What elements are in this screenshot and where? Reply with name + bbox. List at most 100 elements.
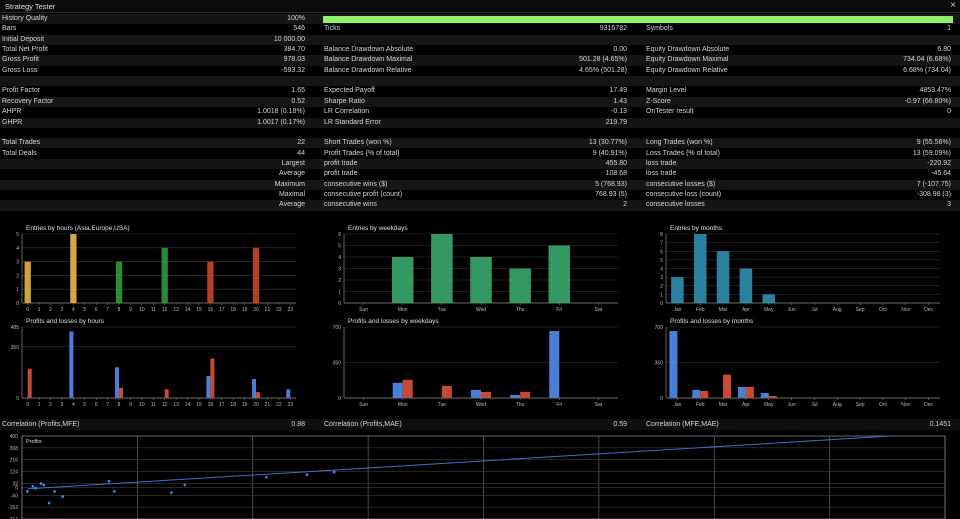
y-tick-label: 5 bbox=[16, 232, 19, 238]
x-tick-label: 16 bbox=[208, 307, 214, 313]
y-tick-label: 0 bbox=[16, 396, 19, 402]
stat-value: 1 bbox=[947, 25, 951, 33]
x-tick-label: Thu bbox=[516, 307, 525, 313]
stat-value: 384.70 bbox=[283, 46, 305, 54]
stat-label: LR Correlation bbox=[324, 108, 370, 116]
y-tick-label: 124 bbox=[10, 470, 19, 476]
stat-label: Profit Factor bbox=[2, 87, 41, 95]
stats-row: consecutive wins ($) 5 (768.93) consecutiv… bbox=[0, 179, 960, 190]
x-tick-label: Thu bbox=[516, 402, 525, 408]
stat-label: Equity Drawdown Relative bbox=[646, 66, 728, 74]
x-tick-label: Jan bbox=[673, 402, 681, 408]
stat-row-label: Largest bbox=[281, 159, 305, 167]
stat-label: Equity Drawdown Absolute bbox=[646, 46, 730, 54]
chart-svg: 0 350 700 Jan Feb Mar Apr May Jun Jul Aug Sep Oct Nov… bbox=[655, 325, 940, 408]
bar-losses bbox=[723, 374, 732, 398]
stats-row: profit trade 455.80 loss trade -220.92 Large… bbox=[0, 158, 960, 170]
stat-value: -593.32 bbox=[281, 66, 305, 74]
stats-row: History Quality 100% bbox=[0, 14, 960, 25]
x-tick-label: 10 bbox=[139, 402, 145, 408]
y-tick-label: 7 bbox=[660, 241, 663, 247]
x-tick-label: Aug bbox=[833, 402, 842, 408]
y-tick-label: -60 bbox=[11, 493, 18, 499]
bar-profits bbox=[69, 331, 74, 398]
stat-value: 501.28 (4.65%) bbox=[579, 56, 627, 64]
x-tick-label: Mar bbox=[719, 402, 728, 408]
stats-row: AHPR 1.0018 (0.18%) LR Correlation -0.13 OnT… bbox=[0, 107, 960, 117]
bar bbox=[693, 234, 707, 303]
x-tick-label: 21 bbox=[265, 402, 271, 408]
bar-profits bbox=[206, 376, 211, 398]
x-tick-label: 0 bbox=[26, 307, 29, 313]
x-tick-label: 22 bbox=[276, 402, 282, 408]
stat-value: -0.13 bbox=[611, 108, 627, 116]
scatter-point bbox=[61, 495, 65, 498]
bar-losses bbox=[210, 358, 215, 398]
scatter-point bbox=[183, 483, 187, 487]
bar-profits bbox=[760, 392, 769, 398]
stat-value: 219.79 bbox=[605, 118, 627, 126]
x-tick-label: Nov bbox=[901, 307, 910, 313]
x-tick-label: Mon bbox=[398, 402, 408, 408]
stat-value: 3 bbox=[947, 201, 951, 209]
stat-value: 4853.47% bbox=[919, 87, 951, 95]
x-tick-label: Jul bbox=[811, 402, 817, 408]
x-tick-label: 4 bbox=[72, 402, 75, 408]
scatter-point bbox=[107, 479, 111, 483]
stat-label: consecutive losses bbox=[646, 201, 705, 209]
x-tick-label: 11 bbox=[151, 307, 156, 313]
close-icon[interactable]: × bbox=[950, 0, 956, 11]
x-tick-label: 0 bbox=[26, 402, 29, 408]
x-tick-label: Mon bbox=[398, 307, 408, 313]
x-tick-label: Apr bbox=[742, 402, 750, 408]
stat-value: 108.68 bbox=[605, 170, 627, 178]
stats-table: History Quality 100% Bars 546 Ticks 9316782 Sy… bbox=[0, 14, 960, 214]
y-tick-label: 350 bbox=[333, 361, 342, 367]
y-tick-label: 700 bbox=[655, 325, 664, 331]
scatter-point bbox=[332, 470, 336, 474]
stat-value: 10 000.00 bbox=[273, 35, 305, 43]
stat-value: 9316782 bbox=[599, 25, 627, 33]
y-tick-label: 400 bbox=[10, 434, 19, 440]
corr-value-1: 0.88 bbox=[291, 421, 305, 428]
y-tick-label: 0 bbox=[338, 301, 341, 307]
x-tick-label: Tue bbox=[438, 307, 447, 313]
stat-value: -308.98 (3) bbox=[916, 190, 951, 198]
scatter-point bbox=[53, 490, 56, 493]
stat-label: Balance Drawdown Relative bbox=[324, 66, 412, 74]
x-tick-label: 13 bbox=[173, 402, 179, 408]
stat-label: Recovery Factor bbox=[2, 97, 54, 105]
stats-row: Profit Factor 1.65 Expected Payoff 17.49 Mar… bbox=[0, 86, 960, 96]
x-tick-label: Oct bbox=[879, 307, 887, 313]
chart-title: Entries by weekdays bbox=[348, 225, 408, 232]
bar bbox=[391, 257, 414, 303]
stat-label: Z-Score bbox=[646, 97, 671, 105]
stat-row-label: Maximal bbox=[278, 190, 305, 198]
bar-losses bbox=[745, 386, 754, 398]
correlation-row: Correlation (Profits,MFE) 0.88 Correlati… bbox=[0, 419, 960, 430]
stat-value: 13 (59.09%) bbox=[912, 149, 951, 157]
trend-line bbox=[27, 435, 891, 490]
bar bbox=[470, 257, 492, 303]
scatter-point bbox=[47, 501, 51, 505]
x-tick-label: 6 bbox=[95, 307, 98, 313]
y-tick-label: 350 bbox=[655, 361, 664, 367]
x-tick-label: 14 bbox=[185, 402, 191, 408]
stat-label: Expected Payoff bbox=[324, 87, 375, 95]
bar bbox=[671, 277, 684, 303]
stat-label: Total Net Profit bbox=[2, 46, 48, 54]
scatter-point bbox=[112, 490, 116, 493]
bar-profits bbox=[392, 382, 403, 398]
stat-value: 1.0018 (0.18%) bbox=[257, 108, 305, 116]
x-tick-label: 22 bbox=[276, 307, 282, 313]
x-tick-label: 10 bbox=[139, 307, 145, 313]
stat-label: consecutive loss (count) bbox=[646, 190, 722, 198]
stats-row: Gross Loss -593.32 Balance Drawdown Relati… bbox=[0, 66, 960, 76]
x-tick-label: 5 bbox=[83, 307, 86, 313]
corr-label-3: Correlation (MFE,MAE) bbox=[646, 421, 719, 428]
y-tick-label: 350 bbox=[11, 345, 20, 351]
chart-title: Profits and losses by months bbox=[670, 318, 754, 325]
stats-row: Total Net Profit 384.70 Balance Drawdown A… bbox=[0, 45, 960, 55]
stat-label: Short Trades (won %) bbox=[324, 139, 392, 147]
x-tick-label: 15 bbox=[196, 402, 202, 408]
